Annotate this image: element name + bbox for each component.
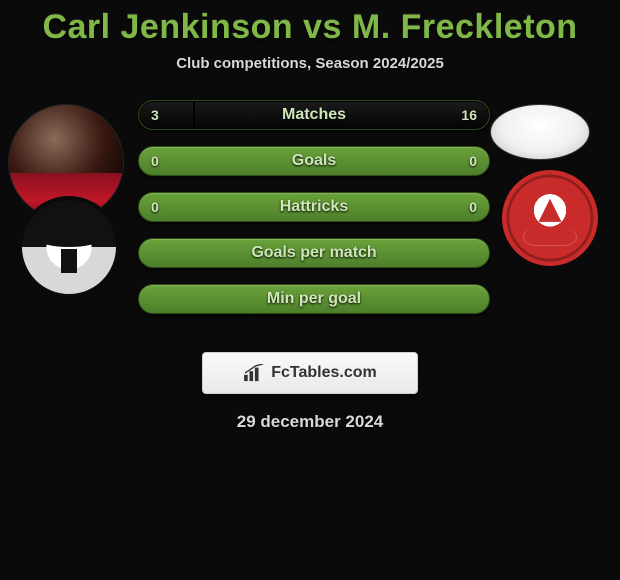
stat-label: Goals — [139, 147, 489, 175]
stat-label: Min per goal — [139, 285, 489, 313]
comparison-panel: Matches316Goals00Hattricks00Goals per ma… — [0, 96, 620, 336]
stat-value-left: 3 — [139, 101, 171, 129]
stat-value-right: 16 — [449, 101, 489, 129]
date-label: 29 december 2024 — [0, 412, 620, 432]
stat-value-right: 0 — [457, 147, 489, 175]
branding-text: FcTables.com — [271, 364, 377, 382]
stat-value-left: 0 — [139, 193, 171, 221]
stat-bar: Hattricks0 0 — [138, 192, 490, 222]
club-right-crest — [498, 166, 602, 270]
stat-bar: Goals per match — [138, 238, 490, 268]
branding-badge: FcTables.com — [202, 352, 418, 394]
club-left-crest — [18, 196, 120, 298]
subtitle: Club competitions, Season 2024/2025 — [0, 55, 620, 72]
stat-bar: Matches3 16 — [138, 100, 490, 130]
stat-label: Goals per match — [139, 239, 489, 267]
stat-value-right: 0 — [457, 193, 489, 221]
player-right-avatar — [490, 104, 590, 160]
bars-icon — [243, 364, 265, 382]
page-title: Carl Jenkinson vs M. Freckleton — [0, 0, 620, 47]
stat-bar: Min per goal — [138, 284, 490, 314]
stat-label: Matches — [139, 101, 489, 129]
stat-value-left: 0 — [139, 147, 171, 175]
stat-bars: Matches316Goals00Hattricks00Goals per ma… — [138, 100, 490, 330]
stat-label: Hattricks — [139, 193, 489, 221]
stat-bar: Goals0 0 — [138, 146, 490, 176]
